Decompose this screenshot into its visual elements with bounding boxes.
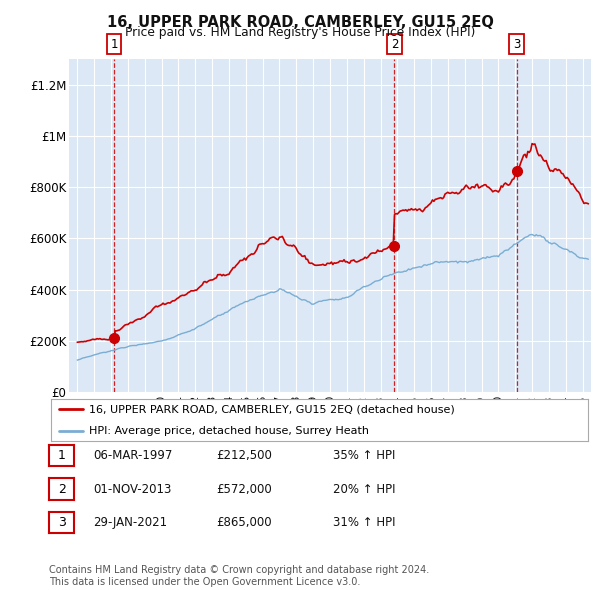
Text: £865,000: £865,000: [216, 516, 272, 529]
Text: 16, UPPER PARK ROAD, CAMBERLEY, GU15 2EQ (detached house): 16, UPPER PARK ROAD, CAMBERLEY, GU15 2EQ…: [89, 405, 454, 414]
Text: Price paid vs. HM Land Registry's House Price Index (HPI): Price paid vs. HM Land Registry's House …: [125, 26, 475, 39]
Text: 06-MAR-1997: 06-MAR-1997: [93, 449, 172, 462]
Text: 35% ↑ HPI: 35% ↑ HPI: [333, 449, 395, 462]
Text: 29-JAN-2021: 29-JAN-2021: [93, 516, 167, 529]
Text: 1: 1: [58, 449, 66, 462]
Text: 3: 3: [513, 38, 520, 51]
Text: 2: 2: [391, 38, 398, 51]
Text: 01-NOV-2013: 01-NOV-2013: [93, 483, 172, 496]
Text: 2: 2: [58, 483, 66, 496]
Text: Contains HM Land Registry data © Crown copyright and database right 2024.
This d: Contains HM Land Registry data © Crown c…: [49, 565, 430, 587]
Text: £572,000: £572,000: [216, 483, 272, 496]
Text: £212,500: £212,500: [216, 449, 272, 462]
Text: 16, UPPER PARK ROAD, CAMBERLEY, GU15 2EQ: 16, UPPER PARK ROAD, CAMBERLEY, GU15 2EQ: [107, 15, 493, 30]
Text: 3: 3: [58, 516, 66, 529]
Text: 31% ↑ HPI: 31% ↑ HPI: [333, 516, 395, 529]
Text: HPI: Average price, detached house, Surrey Heath: HPI: Average price, detached house, Surr…: [89, 426, 368, 435]
Text: 20% ↑ HPI: 20% ↑ HPI: [333, 483, 395, 496]
Text: 1: 1: [110, 38, 118, 51]
